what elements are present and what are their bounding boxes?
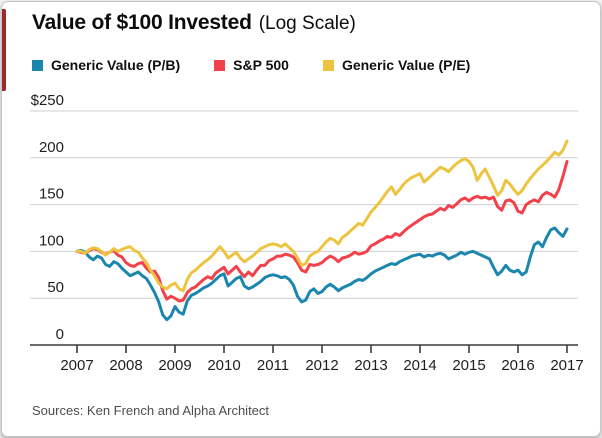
y-axis-tick-label: 50: [47, 279, 64, 296]
x-axis-tick-label: 2011: [257, 357, 289, 374]
x-axis-tick-label: 2010: [207, 357, 240, 374]
legend-item-generic-value-pb: Generic Value (P/B): [32, 57, 180, 73]
red-accent-bar: [2, 9, 6, 91]
series-line-s-p-500: [75, 160, 569, 303]
y-axis-tick-label: 200: [39, 139, 64, 156]
chart-title: Value of $100 Invested: [32, 11, 252, 34]
chart-title-row: Value of $100 Invested (Log Scale): [32, 11, 356, 35]
chart-title-suffix: (Log Scale): [258, 13, 356, 34]
y-axis-tick-label: $250: [31, 92, 64, 109]
x-axis-tick-label: 2015: [452, 357, 485, 374]
legend-swatch-red-icon: [214, 59, 226, 71]
legend-item-sp500: S&P 500: [214, 57, 289, 73]
y-axis-tick-label: 0: [56, 326, 64, 343]
legend-swatch-blue-icon: [32, 59, 43, 71]
x-axis-tick-label: 2014: [403, 357, 436, 374]
x-axis-tick-label: 2016: [501, 357, 534, 374]
source-note: Sources: Ken French and Alpha Architect: [32, 403, 270, 418]
y-axis-tick-label: 100: [39, 232, 64, 249]
series-line-generic-value-p-b-: [75, 226, 569, 322]
x-axis-tick-label: 2009: [158, 357, 191, 374]
legend-label: Generic Value (P/E): [341, 57, 471, 73]
x-axis-tick-label: 2012: [305, 357, 338, 374]
chart-legend: Generic Value (P/B) S&P 500 Generic Valu…: [32, 57, 470, 73]
x-axis-tick-label: 2013: [354, 357, 387, 374]
legend-swatch-yellow-icon: [322, 59, 334, 71]
legend-item-generic-value-pe: Generic Value (P/E): [322, 57, 471, 73]
y-axis-tick-label: 150: [39, 186, 64, 203]
legend-label: Generic Value (P/B): [51, 57, 181, 73]
legend-label: S&P 500: [233, 57, 289, 73]
series-line-generic-value-p-e-: [75, 139, 569, 293]
x-axis-tick-label: 2007: [60, 357, 93, 374]
x-axis-tick-label: 2017: [550, 357, 583, 374]
x-axis-tick-label: 2008: [109, 357, 142, 374]
